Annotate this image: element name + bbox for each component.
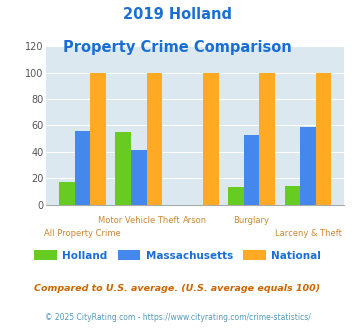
Bar [91,73,106,205]
Bar [115,132,131,205]
Text: Compared to U.S. average. (U.S. average equals 100): Compared to U.S. average. (U.S. average … [34,284,321,293]
Bar [203,73,219,205]
Legend: Holland, Massachusetts, National: Holland, Massachusetts, National [29,246,326,265]
Bar [244,135,260,205]
Text: Arson: Arson [183,216,207,225]
Bar [316,73,331,205]
Bar [260,73,275,205]
Text: Burglary: Burglary [234,216,269,225]
Bar [285,186,300,205]
Bar [131,150,147,205]
Text: Motor Vehicle Theft: Motor Vehicle Theft [98,216,180,225]
Text: © 2025 CityRating.com - https://www.cityrating.com/crime-statistics/: © 2025 CityRating.com - https://www.city… [45,314,310,322]
Text: Property Crime Comparison: Property Crime Comparison [63,40,292,54]
Bar [300,127,316,205]
Text: All Property Crime: All Property Crime [44,229,121,238]
Text: Larceny & Theft: Larceny & Theft [274,229,342,238]
Bar [59,182,75,205]
Bar [228,187,244,205]
Bar [147,73,162,205]
Text: 2019 Holland: 2019 Holland [123,7,232,21]
Bar [75,131,91,205]
